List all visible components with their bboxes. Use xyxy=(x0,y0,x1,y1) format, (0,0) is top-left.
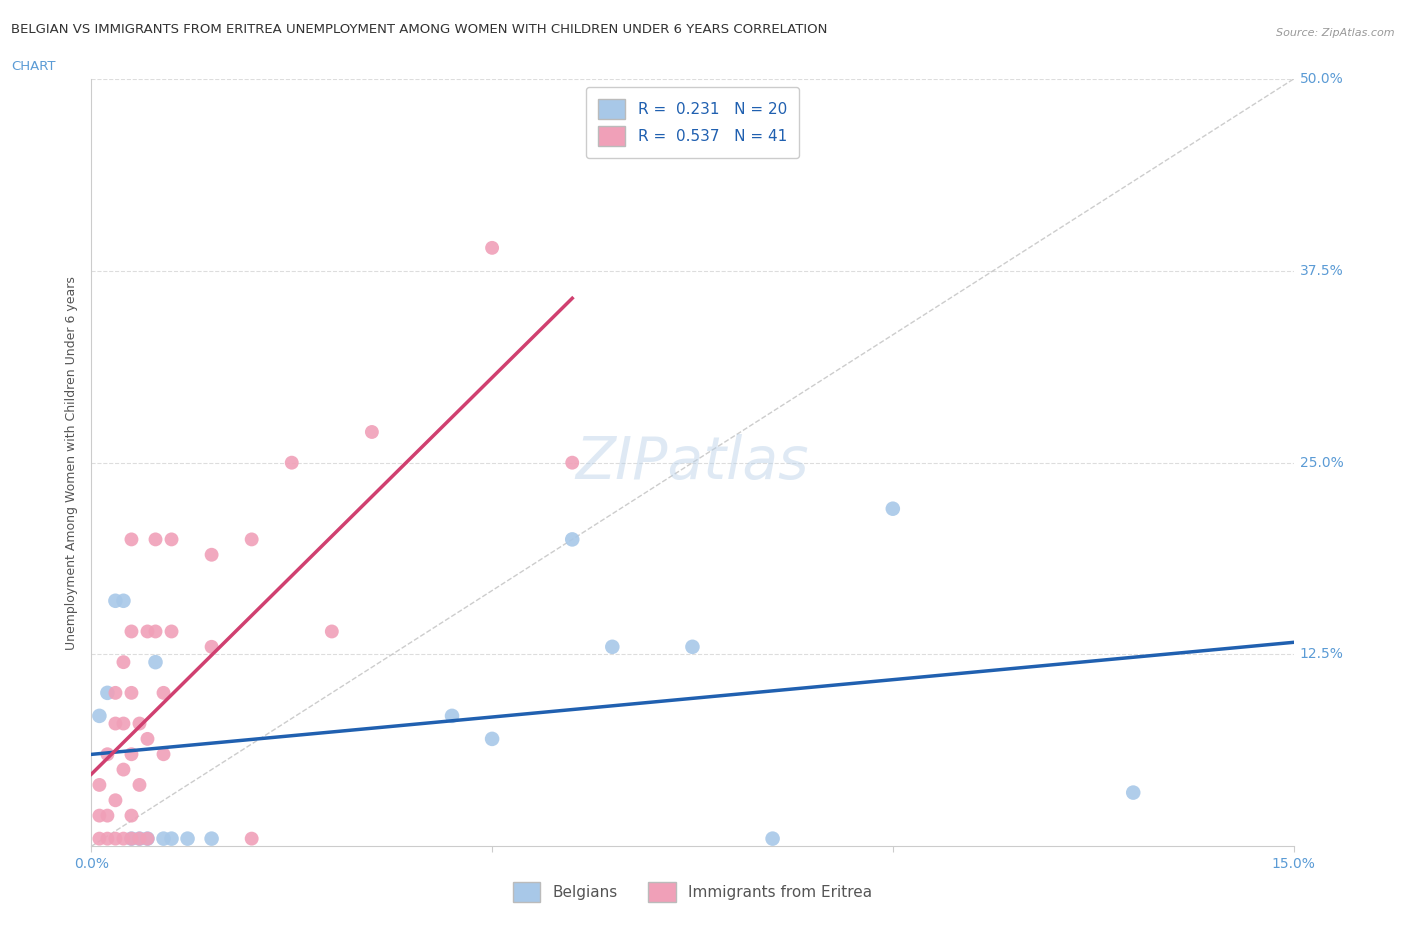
Point xyxy=(201,640,224,655)
Point xyxy=(121,624,143,639)
Point xyxy=(160,532,183,547)
Point xyxy=(96,747,118,762)
Point xyxy=(128,777,150,792)
Point xyxy=(152,685,174,700)
Point xyxy=(136,831,159,846)
Point xyxy=(112,763,135,777)
Point xyxy=(136,831,159,846)
Point xyxy=(201,831,224,846)
Point xyxy=(128,831,150,846)
Point xyxy=(240,532,263,547)
Point xyxy=(121,532,143,547)
Point xyxy=(481,731,503,746)
Point xyxy=(561,532,583,547)
Text: 12.5%: 12.5% xyxy=(1299,647,1343,661)
Point xyxy=(602,640,624,655)
Point xyxy=(121,808,143,823)
Point xyxy=(121,831,143,846)
Point xyxy=(136,624,159,639)
Point xyxy=(145,624,167,639)
Point xyxy=(112,831,135,846)
Point xyxy=(104,792,127,807)
Point xyxy=(136,731,159,746)
Text: 37.5%: 37.5% xyxy=(1299,264,1343,278)
Point xyxy=(112,655,135,670)
Point xyxy=(561,456,583,471)
Point xyxy=(201,547,224,562)
Point xyxy=(89,777,111,792)
Point xyxy=(152,747,174,762)
Point xyxy=(104,685,127,700)
Text: BELGIAN VS IMMIGRANTS FROM ERITREA UNEMPLOYMENT AMONG WOMEN WITH CHILDREN UNDER : BELGIAN VS IMMIGRANTS FROM ERITREA UNEMP… xyxy=(11,23,828,36)
Point xyxy=(89,831,111,846)
Point xyxy=(145,532,167,547)
Point xyxy=(152,831,174,846)
Point xyxy=(121,831,143,846)
Point xyxy=(1122,785,1144,800)
Point xyxy=(121,747,143,762)
Legend: Belgians, Immigrants from Eritrea: Belgians, Immigrants from Eritrea xyxy=(506,876,879,908)
Point xyxy=(104,716,127,731)
Point xyxy=(96,808,118,823)
Point xyxy=(96,685,118,700)
Point xyxy=(89,808,111,823)
Point xyxy=(360,424,382,440)
Point xyxy=(104,831,127,846)
Point xyxy=(762,831,785,846)
Point xyxy=(128,716,150,731)
Text: Source: ZipAtlas.com: Source: ZipAtlas.com xyxy=(1277,28,1395,38)
Point xyxy=(96,831,118,846)
Point xyxy=(882,501,904,516)
Point xyxy=(681,640,703,655)
Point xyxy=(281,456,304,471)
Point xyxy=(145,655,167,670)
Text: 25.0%: 25.0% xyxy=(1299,456,1343,470)
Y-axis label: Unemployment Among Women with Children Under 6 years: Unemployment Among Women with Children U… xyxy=(65,275,79,650)
Point xyxy=(104,593,127,608)
Point xyxy=(112,716,135,731)
Point xyxy=(160,831,183,846)
Text: ZIPatlas: ZIPatlas xyxy=(575,434,810,491)
Point xyxy=(240,831,263,846)
Point xyxy=(128,831,150,846)
Point xyxy=(440,709,463,724)
Point xyxy=(112,593,135,608)
Text: CHART: CHART xyxy=(11,60,56,73)
Point xyxy=(160,624,183,639)
Point xyxy=(121,685,143,700)
Point xyxy=(481,241,503,256)
Point xyxy=(321,624,343,639)
Point xyxy=(89,709,111,724)
Point xyxy=(176,831,198,846)
Text: 50.0%: 50.0% xyxy=(1299,72,1343,86)
